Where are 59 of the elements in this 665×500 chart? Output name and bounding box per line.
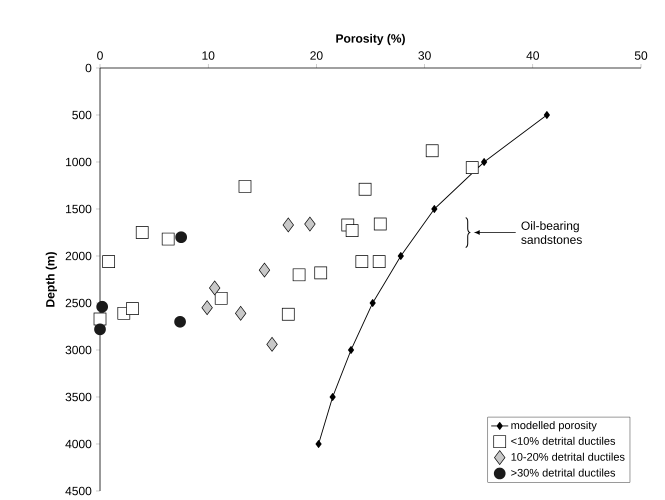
point (162, 232, 175, 246)
point (282, 218, 294, 232)
point (374, 218, 387, 230)
point (426, 144, 439, 158)
annotation: Oil-bearing sandstones (521, 221, 582, 244)
point (372, 255, 386, 268)
point (136, 226, 149, 239)
point (94, 312, 106, 326)
point (346, 224, 358, 237)
x-tick-label: 50 (634, 51, 648, 60)
x-tick-label: 0 (97, 51, 103, 60)
y-tick-label: 4000 (65, 440, 92, 448)
y-tick-label: 3000 (66, 346, 92, 354)
point (214, 292, 228, 305)
point (544, 111, 550, 119)
point (481, 158, 488, 166)
point (292, 268, 306, 282)
point (96, 300, 108, 313)
point (235, 306, 246, 321)
legend-label: modelled porosity (511, 421, 597, 432)
point (315, 440, 322, 448)
point (174, 316, 186, 328)
point (126, 302, 139, 315)
point (314, 266, 328, 280)
point (102, 255, 116, 268)
x-tick-label: 40 (526, 51, 540, 60)
point (238, 180, 252, 193)
y-tick-label: 2000 (66, 252, 92, 260)
point (370, 299, 376, 307)
point (358, 182, 372, 196)
legend-label: <10% detrital ductiles (511, 436, 616, 445)
y-tick-label: 3500 (66, 392, 92, 402)
point (258, 262, 270, 278)
point (356, 255, 368, 268)
legend-label: 10-20% detrital ductiles (512, 452, 625, 461)
x-tick-label: 20 (310, 51, 323, 60)
y-tick-label: 2500 (66, 298, 92, 308)
y-tick-label: 1000 (66, 158, 92, 166)
point (282, 308, 295, 321)
point (266, 337, 278, 352)
point (398, 252, 404, 260)
y-tick-label: 0 (86, 64, 92, 72)
x-tick-label: 10 (202, 51, 214, 60)
y-tick-label: 4500 (65, 486, 92, 496)
point (202, 300, 213, 316)
point (466, 161, 479, 174)
point (175, 231, 188, 244)
point (348, 346, 354, 354)
point (209, 280, 220, 296)
point (431, 205, 438, 213)
point (330, 393, 336, 401)
x-axis-title: Porosity (%) (336, 34, 405, 46)
x-tick-label: 30 (418, 51, 431, 60)
y-tick-label: 500 (72, 110, 92, 120)
point (94, 323, 106, 336)
point (304, 216, 316, 232)
y-axis-title: Depth (m) (46, 252, 57, 307)
y-tick-label: 1500 (66, 204, 92, 214)
legend-label: >30% detrital ductiles (511, 468, 616, 477)
